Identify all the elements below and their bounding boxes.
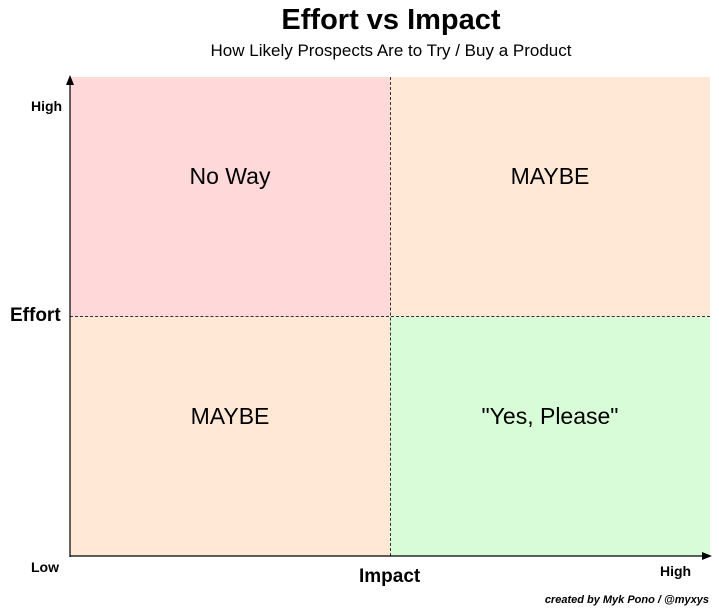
credit-text: created by Myk Pono / @myxys	[544, 594, 709, 606]
quadrant-yes-please: "Yes, Please"	[390, 317, 710, 556]
y-axis-arrow-icon	[66, 75, 74, 85]
x-axis-arrow-icon	[702, 552, 712, 560]
quadrant-label-maybe-bottom: MAYBE	[190, 403, 270, 429]
y-axis-low-label: Low	[31, 559, 59, 575]
horizontal-divider	[70, 316, 710, 317]
quadrant-maybe-top: MAYBE	[390, 77, 710, 317]
quadrant-label-yes-please: "Yes, Please"	[481, 403, 619, 429]
x-axis-title: Impact	[359, 566, 421, 587]
x-axis-high-label: High	[660, 563, 692, 579]
quadrant-label-maybe-top: MAYBE	[510, 163, 590, 189]
quadrant-maybe-bottom: MAYBE	[70, 317, 390, 556]
quadrant-no-way: No Way	[70, 77, 390, 317]
diagram-title: Effort vs Impact	[281, 4, 501, 36]
y-axis-high-label: High	[31, 98, 63, 114]
diagram-subtitle: How Likely Prospects Are to Try / Buy a …	[210, 41, 572, 60]
quadrant-label-no-way: No Way	[189, 163, 271, 189]
y-axis-title: Effort	[10, 305, 61, 326]
